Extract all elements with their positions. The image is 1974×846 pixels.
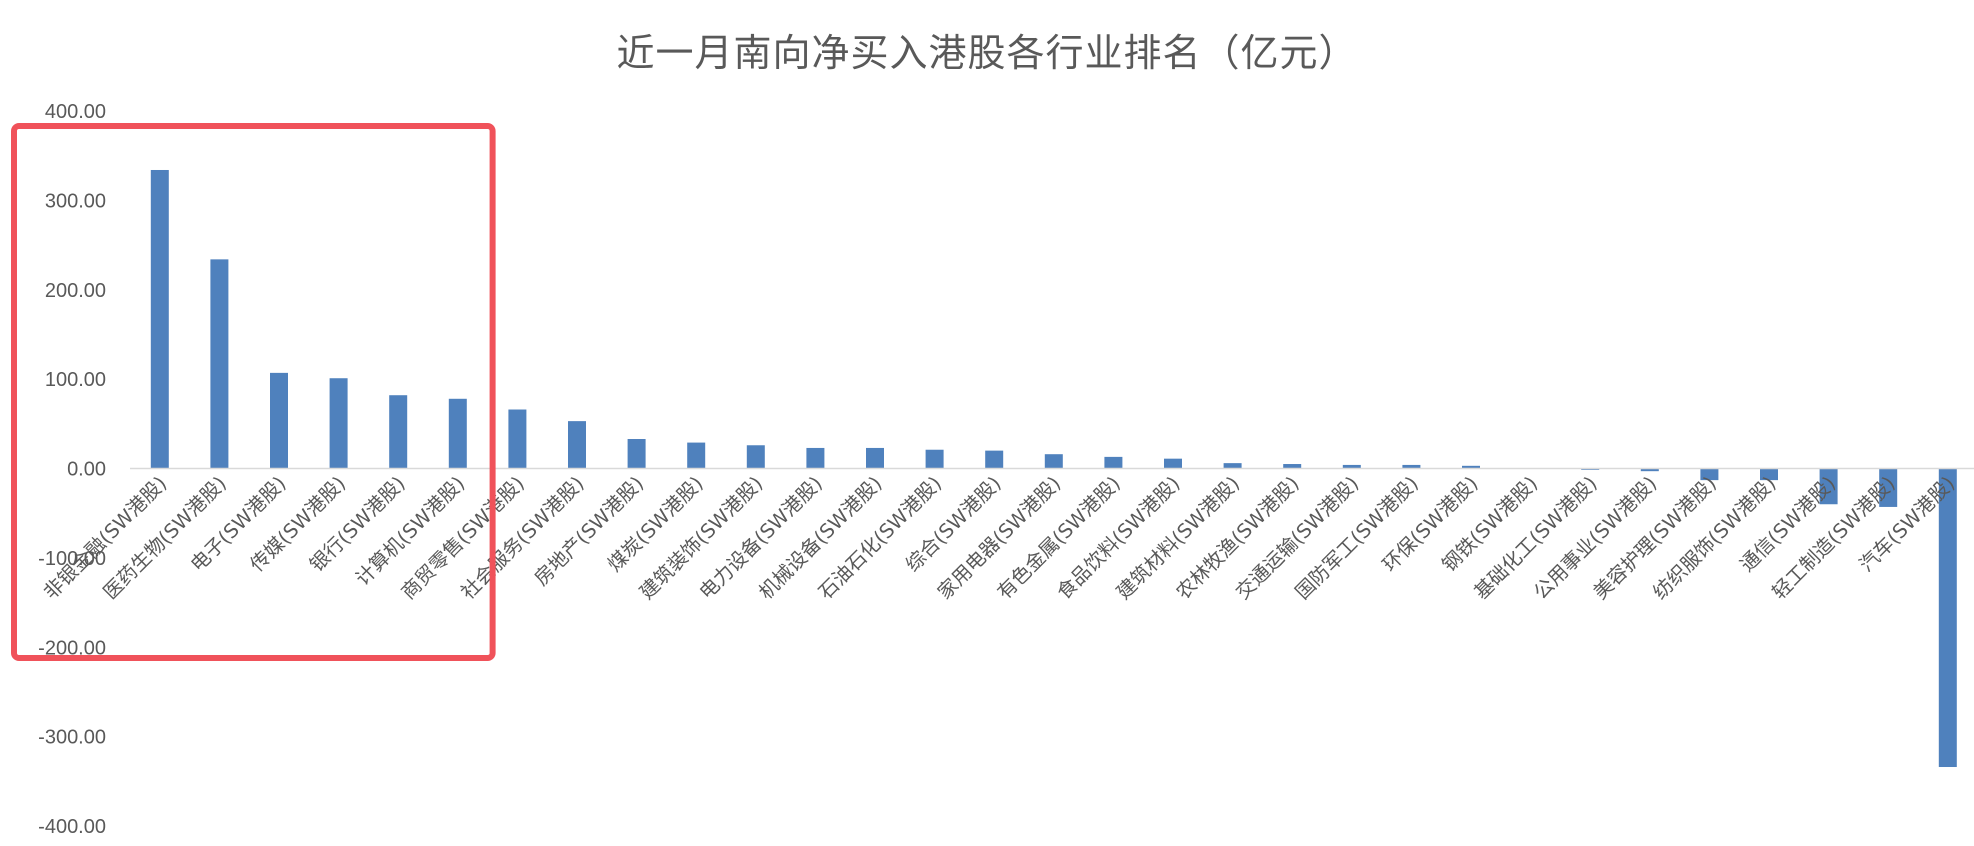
- y-tick-label: -200.00: [38, 637, 106, 659]
- bar: [1700, 468, 1719, 481]
- x-tick-label: 房地产(SW港股): [530, 472, 648, 590]
- bar: [1044, 454, 1063, 469]
- bar: [866, 447, 884, 469]
- bar: [1164, 458, 1182, 469]
- highlight-box: [11, 123, 496, 661]
- bar: [1760, 468, 1778, 481]
- bar: [1462, 465, 1480, 469]
- bar: [1342, 464, 1361, 469]
- y-tick-label: -400.00: [38, 816, 106, 838]
- y-tick-label: 300.00: [45, 190, 106, 212]
- y-tick-label: 400.00: [45, 101, 106, 123]
- bar: [210, 259, 229, 469]
- bar: [508, 409, 527, 469]
- y-tick-label: 0.00: [67, 459, 106, 481]
- bar: [150, 169, 169, 469]
- y-tick-label: 100.00: [45, 369, 106, 391]
- bar: [985, 450, 1004, 469]
- bar-series: [150, 169, 1957, 768]
- bar: [1640, 468, 1659, 472]
- y-axis-ticks: 400.00 300.00 200.00 100.00 0.00 -100.00 -200.…: [38, 101, 106, 838]
- bar: [1938, 468, 1957, 768]
- bar: [627, 439, 646, 469]
- bar: [1104, 456, 1123, 469]
- bar: [270, 372, 288, 469]
- bar: [687, 442, 706, 469]
- bar: [925, 449, 944, 469]
- bar: [568, 421, 586, 469]
- bar: [1402, 464, 1421, 469]
- bar: [448, 398, 467, 469]
- x-tick-label: 计算机(SW港股): [351, 472, 469, 590]
- bar: [746, 445, 765, 469]
- bar: [1879, 468, 1898, 507]
- y-tick-label: -300.00: [38, 727, 106, 749]
- bar: [1223, 463, 1242, 469]
- bar: [329, 378, 348, 469]
- bar: [1819, 468, 1838, 505]
- chart-title: 近一月南向净买入港股各行业排名（亿元）: [616, 31, 1358, 75]
- x-axis-labels: 非银金融(SW港股)医药生物(SW港股)电子(SW港股)传媒(SW港股)银行(S…: [39, 472, 1959, 604]
- y-tick-label: 200.00: [45, 280, 106, 302]
- y-tick-label: -100.00: [38, 548, 106, 570]
- bar: [389, 395, 408, 469]
- bar: [806, 447, 825, 469]
- bar: [1283, 464, 1302, 469]
